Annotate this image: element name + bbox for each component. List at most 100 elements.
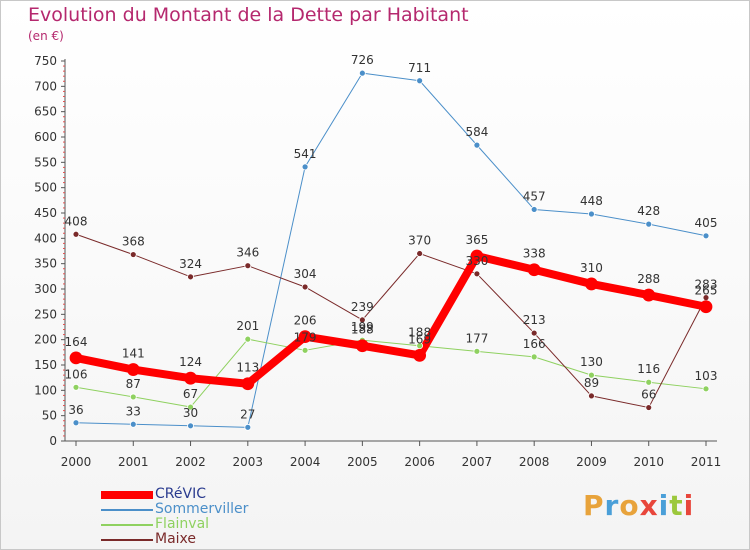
data-point <box>642 288 656 302</box>
data-point <box>585 277 598 291</box>
data-point <box>645 378 653 386</box>
axes: 0 50 100 150 200 250 300 350 400 450 500 550 600 650 7… <box>34 54 721 469</box>
data-label: 199 <box>351 320 374 334</box>
data-label: 113 <box>236 361 259 375</box>
x-tick-label: 2002 <box>175 455 206 469</box>
y-tick-label: 450 <box>34 206 57 220</box>
data-point <box>416 77 424 85</box>
data-label: 265 <box>695 284 718 298</box>
data-label: 338 <box>523 247 546 261</box>
data-point <box>301 163 309 171</box>
y-tick-label: 550 <box>34 155 57 169</box>
legend-label: Sommerviller <box>155 501 249 517</box>
x-tick-label: 2003 <box>233 455 264 469</box>
data-label: 87 <box>126 377 141 391</box>
data-point <box>129 393 137 401</box>
data-point <box>588 371 595 379</box>
data-label: 408 <box>65 214 88 228</box>
data-label: 310 <box>580 261 603 275</box>
data-label: 346 <box>236 246 259 260</box>
data-label: 116 <box>637 362 660 376</box>
data-label: 188 <box>351 323 374 337</box>
data-label: 33 <box>126 404 141 418</box>
data-point <box>473 347 481 355</box>
data-label: 428 <box>637 204 660 218</box>
legend-item: CRéVIC <box>101 487 248 502</box>
data-label: 130 <box>580 355 603 369</box>
data-label: 330 <box>465 254 488 268</box>
data-label: 67 <box>183 387 198 401</box>
data-label: 448 <box>580 194 603 208</box>
data-point <box>702 232 710 240</box>
y-tick-label: 600 <box>34 130 57 144</box>
data-label: 89 <box>584 376 599 390</box>
data-label: 201 <box>236 319 259 333</box>
x-tick-label: 2008 <box>519 455 550 469</box>
value-labels: 36 33 30 27 541 726 711 584 457 448 428 405 106 87 67 2… <box>65 53 718 421</box>
data-label: 179 <box>294 330 317 344</box>
data-point <box>187 422 194 430</box>
y-tick-label: 250 <box>34 307 57 321</box>
data-label: 164 <box>65 335 88 349</box>
data-label: 206 <box>294 314 317 328</box>
x-tick-label: 2004 <box>290 455 321 469</box>
data-label: 106 <box>65 367 88 381</box>
data-point <box>126 363 140 376</box>
data-point <box>530 206 538 213</box>
data-label: 283 <box>695 278 718 292</box>
data-label: 304 <box>294 267 317 281</box>
x-tick-label: 2010 <box>633 455 664 469</box>
chart-title: Evolution du Montant de la Dette par Hab… <box>28 4 469 26</box>
data-point <box>298 330 312 344</box>
x-tick-label: 2005 <box>347 455 378 469</box>
x-tick-label: 2011 <box>691 455 722 469</box>
logo-letter: o <box>619 489 640 522</box>
data-label: 169 <box>408 332 431 346</box>
data-point <box>129 420 137 428</box>
y-tick-label: 650 <box>34 105 57 119</box>
data-label: 166 <box>523 337 546 351</box>
data-point <box>355 339 369 353</box>
data-point <box>244 335 252 343</box>
data-point <box>416 342 424 350</box>
data-point <box>527 263 541 277</box>
data-point <box>358 316 366 324</box>
data-point <box>358 69 366 77</box>
series-lines <box>72 72 710 428</box>
legend-item: Sommerviller <box>101 502 248 517</box>
series-line-crévic <box>72 252 710 388</box>
legend-label: Maixe <box>155 531 197 547</box>
y-tick-label: 750 <box>34 54 57 68</box>
y-tick-label: 700 <box>34 79 57 93</box>
legend: CRéVIC Sommerviller Flainval Maixe <box>101 487 248 547</box>
data-label: 370 <box>408 234 431 248</box>
x-tick-label: 2006 <box>404 455 435 469</box>
data-point <box>473 141 481 149</box>
x-tick-label: 2009 <box>576 455 607 469</box>
logo-letter: t <box>669 489 684 522</box>
data-point <box>588 392 595 400</box>
data-point <box>244 423 252 431</box>
y-tick-label: 300 <box>34 282 57 296</box>
data-label: 405 <box>695 216 718 230</box>
data-point <box>72 383 80 391</box>
legend-label: Flainval <box>155 516 210 532</box>
legend-swatch <box>101 523 153 526</box>
y-tick-label: 50 <box>42 409 57 423</box>
data-point <box>645 220 653 228</box>
chart-unit: (en €) <box>28 29 64 43</box>
logo-letter: x <box>639 489 659 522</box>
y-tick-label: 100 <box>34 383 57 397</box>
series-line-flainval <box>75 338 707 408</box>
legend-swatch <box>101 490 153 499</box>
data-point <box>187 273 194 281</box>
data-point <box>588 210 595 218</box>
data-label: 30 <box>183 406 198 420</box>
data-label: 239 <box>351 300 374 314</box>
data-point <box>187 403 194 411</box>
data-label: 27 <box>240 407 255 421</box>
data-point <box>72 419 80 427</box>
data-label: 124 <box>179 355 202 369</box>
legend-swatch <box>101 538 153 541</box>
